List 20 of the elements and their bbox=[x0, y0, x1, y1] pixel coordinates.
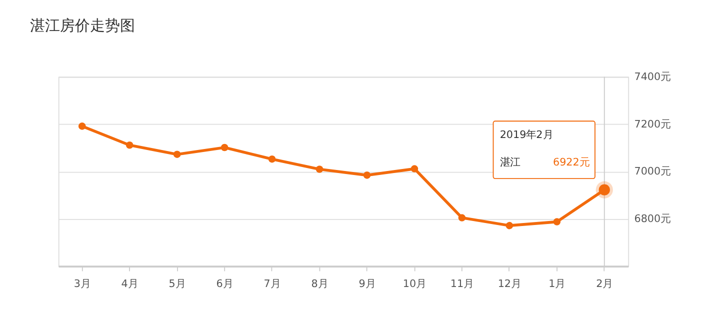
y-tick-label: 6800元 bbox=[634, 213, 671, 226]
x-tick-label: 2月 bbox=[596, 278, 613, 290]
y-tick-label: 7400元 bbox=[634, 71, 671, 84]
text: 湛江 bbox=[500, 156, 520, 168]
x-tick-label: 1月 bbox=[548, 278, 566, 290]
x-tick-label: 7月 bbox=[264, 278, 280, 290]
x-tick-label: 3月 bbox=[74, 278, 90, 290]
x-tick-label: 12月 bbox=[498, 278, 522, 290]
x-tick-label: 8月 bbox=[311, 278, 328, 290]
x-tick-label: 11月 bbox=[450, 278, 474, 290]
data-label: 6922元 bbox=[552, 156, 590, 168]
x-tick-label: 6月 bbox=[216, 278, 233, 290]
y-tick-label: 7200元 bbox=[634, 118, 671, 130]
x-tick-label: 5月 bbox=[168, 278, 186, 290]
x-tick-label: 4月 bbox=[121, 278, 138, 290]
chart-title: 湛江房价走势图 bbox=[30, 16, 136, 35]
x-tick-label: 10月 bbox=[402, 278, 426, 290]
annotation: 2019年2月 bbox=[500, 129, 553, 142]
x-tick-label: 9月 bbox=[358, 278, 376, 290]
y-tick-label: 7000元 bbox=[634, 166, 671, 178]
